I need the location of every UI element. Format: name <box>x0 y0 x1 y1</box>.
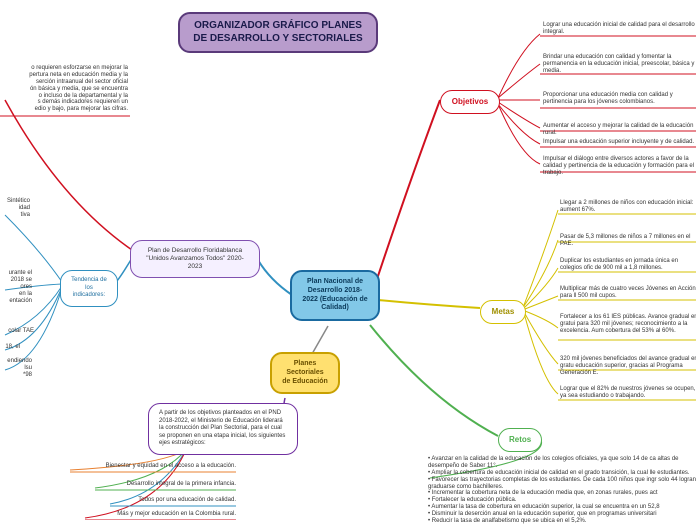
metas-node: Metas <box>480 300 526 324</box>
plan-florida-node: Plan de Desarrollo Floridablanca "Unidos… <box>130 240 260 278</box>
planes-sectoriales-node: Planes Sectoriales de Educación <box>270 352 340 394</box>
left-fragment: colar TAE <box>0 328 34 335</box>
meta-item: 320 mil jóvenes beneficiados del avance … <box>560 356 696 377</box>
retos-node: Retos <box>498 428 542 452</box>
eje-item: Bienestar y equidad en el acceso a la ed… <box>70 463 236 470</box>
retos-item: • Avanzar en la calidad de la educación … <box>428 456 696 525</box>
meta-item: Fortalecer a los 61 IES públicas. Avance… <box>560 314 696 335</box>
objetivo-item: Impulsar una educación superior incluyen… <box>543 139 696 146</box>
objetivo-item: Proporcionar una educación media con cal… <box>543 92 696 106</box>
left-fragment: urante el 2018 se ores en la entación <box>0 270 32 304</box>
meta-item: Pasar de 5,3 millones de niños a 7 millo… <box>560 234 696 248</box>
left-fragment: 18, el <box>0 344 20 351</box>
objetivo-item: Impulsar el diálogo entre diversos actor… <box>543 156 696 177</box>
meta-item: Llegar a 2 millones de niños con educaci… <box>560 200 696 214</box>
left-fragment: o requieren esforzarse en mejorar la per… <box>0 65 128 113</box>
left-fragment: Sintético idad tiva <box>0 198 30 219</box>
objetivo-item: Aumentar el acceso y mejorar la calidad … <box>543 123 696 137</box>
eje-item: Todos por una educación de calidad. <box>110 497 236 504</box>
eje-item: Más y mejor educación en la Colombia rur… <box>85 511 236 518</box>
eje-item: Desarrollo integral de la primera infanc… <box>95 481 236 488</box>
objetivos-node: Objetivos <box>440 90 500 114</box>
meta-item: Lograr que el 82% de nuestros jóvenes se… <box>560 386 696 400</box>
apartir-node: A partir de los objetivos planteados en … <box>148 403 298 455</box>
meta-item: Multiplicar más de cuatro veces Jóvenes … <box>560 286 696 300</box>
objetivo-item: Brindar una educación con calidad y fome… <box>543 54 696 75</box>
tendencia-node: Tendencia de los indicadores: <box>60 270 118 307</box>
left-fragment: endiendo lsu *98 <box>0 358 32 379</box>
title-node: ORGANIZADOR GRÁFICO PLANES DE DESARROLLO… <box>178 12 378 53</box>
meta-item: Duplicar los estudiantes en jornada únic… <box>560 258 696 272</box>
plan-nacional-node: Plan Nacional de Desarrollo 2018-2022 (E… <box>290 270 380 321</box>
objetivo-item: Lograr una educación inicial de calidad … <box>543 22 696 36</box>
